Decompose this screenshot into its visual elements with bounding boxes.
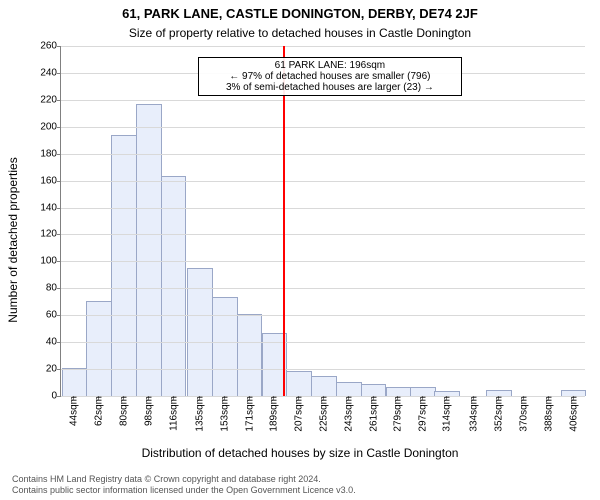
gridline-h (61, 208, 585, 209)
xtick-label: 116sqm (166, 396, 179, 431)
gridline-h (61, 234, 585, 235)
footnote: Contains HM Land Registry data © Crown c… (12, 474, 588, 497)
xtick-label: 243sqm (341, 396, 354, 432)
bar (237, 314, 263, 396)
gridline-h (61, 100, 585, 101)
annotation-line-larger: 3% of semi-detached houses are larger (2… (203, 82, 457, 93)
xtick-label: 207sqm (292, 396, 305, 432)
bar (111, 135, 137, 396)
xtick-label: 261sqm (366, 396, 379, 432)
ytick-label: 40 (46, 337, 61, 348)
xtick-label: 406sqm (566, 396, 579, 432)
ytick-label: 160 (40, 175, 61, 186)
ytick-label: 20 (46, 364, 61, 375)
ytick-label: 120 (40, 229, 61, 240)
marker-line (283, 46, 285, 396)
gridline-h (61, 127, 585, 128)
xtick-label: 153sqm (217, 396, 230, 432)
ytick-label: 240 (40, 67, 61, 78)
ytick-label: 80 (46, 283, 61, 294)
footnote-line-2: Contains public sector information licen… (12, 485, 588, 496)
x-axis-label: Distribution of detached houses by size … (0, 446, 600, 460)
ytick-label: 180 (40, 148, 61, 159)
xtick-label: 225sqm (317, 396, 330, 432)
page-subtitle: Size of property relative to detached ho… (0, 26, 600, 40)
xtick-label: 334sqm (467, 396, 480, 432)
bar (62, 368, 88, 396)
bars-layer (61, 46, 585, 396)
xtick-label: 388sqm (541, 396, 554, 432)
xtick-label: 279sqm (391, 396, 404, 432)
bar (410, 387, 436, 396)
bar (136, 104, 162, 396)
annotation-title: 61 PARK LANE: 196sqm (203, 60, 457, 71)
xtick-label: 171sqm (242, 396, 255, 432)
bar (311, 376, 337, 396)
xtick-label: 44sqm (67, 396, 80, 426)
gridline-h (61, 342, 585, 343)
xtick-label: 370sqm (516, 396, 529, 432)
page-title: 61, PARK LANE, CASTLE DONINGTON, DERBY, … (0, 6, 600, 21)
gridline-h (61, 46, 585, 47)
bar (361, 384, 387, 396)
xtick-label: 62sqm (92, 396, 105, 426)
gridline-h (61, 154, 585, 155)
xtick-label: 297sqm (416, 396, 429, 432)
bar (386, 387, 412, 396)
bar (336, 382, 362, 396)
gridline-h (61, 369, 585, 370)
footnote-line-1: Contains HM Land Registry data © Crown c… (12, 474, 588, 485)
bar (286, 371, 312, 396)
xtick-label: 80sqm (117, 396, 130, 426)
y-axis-label: Number of detached properties (6, 157, 20, 322)
xtick-label: 189sqm (267, 396, 280, 432)
annotation-box: 61 PARK LANE: 196sqm← 97% of detached ho… (198, 57, 462, 96)
gridline-h (61, 288, 585, 289)
chart-plot-area: 02040608010012014016018020022024026044sq… (60, 46, 585, 397)
gridline-h (61, 315, 585, 316)
ytick-label: 100 (40, 256, 61, 267)
gridline-h (61, 261, 585, 262)
xtick-label: 135sqm (192, 396, 205, 432)
bar (212, 297, 238, 396)
ytick-label: 140 (40, 202, 61, 213)
annotation-line-smaller: ← 97% of detached houses are smaller (79… (203, 71, 457, 82)
bar (161, 176, 187, 396)
gridline-h (61, 181, 585, 182)
xtick-label: 314sqm (439, 396, 452, 432)
ytick-label: 200 (40, 121, 61, 132)
ytick-label: 0 (51, 391, 61, 402)
ytick-label: 260 (40, 41, 61, 52)
xtick-label: 352sqm (492, 396, 505, 432)
ytick-label: 220 (40, 94, 61, 105)
ytick-label: 60 (46, 310, 61, 321)
xtick-label: 98sqm (141, 396, 154, 426)
